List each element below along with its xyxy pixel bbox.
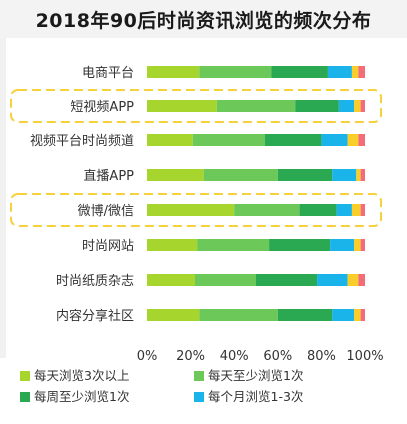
bar-row	[147, 100, 365, 112]
bar-row	[147, 66, 365, 78]
bar-segment	[199, 309, 278, 321]
x-tick-label: 60%	[263, 349, 292, 364]
bar-segment	[354, 239, 361, 251]
bar-segment	[336, 204, 352, 216]
bar-segment	[351, 66, 359, 78]
highlight-box	[10, 89, 382, 123]
legend-swatch	[194, 371, 204, 381]
highlight-box	[10, 193, 382, 227]
bar-segment	[271, 66, 328, 78]
category-label: 短视频APP	[70, 100, 134, 115]
bar-segment	[360, 169, 365, 181]
bar-segment	[360, 204, 365, 216]
legend-swatch	[20, 392, 30, 402]
bar-row	[147, 274, 365, 286]
category-label: 电商平台	[82, 66, 134, 81]
bar-segment	[360, 100, 365, 112]
x-tick-label: 40%	[220, 349, 249, 364]
bar-row	[147, 134, 365, 146]
highlight-boxes	[10, 89, 382, 227]
category-label: 内容分享社区	[56, 308, 134, 324]
bar-segment	[347, 274, 359, 286]
bar-segment	[360, 239, 365, 251]
bar-segment	[147, 169, 204, 181]
x-tick-label: 80%	[307, 349, 336, 364]
bar-segment	[321, 134, 348, 146]
bar-segment	[299, 204, 337, 216]
bar-segment	[354, 100, 361, 112]
bar-segment	[277, 309, 333, 321]
x-tick-label: 20%	[176, 349, 205, 364]
bar-segment	[147, 309, 200, 321]
bar-segment	[269, 239, 331, 251]
legend-label: 每天浏览3次以上	[34, 368, 129, 383]
bar-segment	[203, 169, 278, 181]
bar-segment	[354, 309, 361, 321]
bar-segment	[147, 204, 235, 216]
category-label: 微博/微信	[78, 204, 134, 219]
legend-label: 每个月浏览1-3次	[208, 389, 303, 404]
left-decor-strip	[0, 38, 6, 358]
bar-segment	[194, 274, 256, 286]
bar-segment	[192, 134, 265, 146]
x-axis-ticks: 0% 20% 40% 60% 80% 100%	[137, 349, 384, 364]
bar-row	[147, 169, 365, 181]
bar-row	[147, 239, 365, 251]
bar-segment	[347, 134, 359, 146]
bar-segment	[147, 100, 217, 112]
bar-segment	[234, 204, 300, 216]
bar-segment	[147, 239, 198, 251]
bar-segment	[358, 66, 365, 78]
bar-segment	[351, 204, 361, 216]
title-bar	[0, 0, 407, 38]
bar-segment	[197, 239, 270, 251]
bar-segment	[256, 274, 318, 286]
category-label: 时尚纸质杂志	[56, 274, 134, 289]
bar-segment	[358, 134, 365, 146]
legend-label: 每周至少浏览1次	[34, 389, 129, 404]
bar-groups	[147, 66, 365, 321]
bar-segment	[327, 66, 352, 78]
x-tick-label: 100%	[346, 349, 383, 364]
bar-segment	[358, 274, 365, 286]
bar-segment	[264, 134, 322, 146]
bar-segment	[330, 239, 355, 251]
bar-segment	[295, 100, 339, 112]
bar-segment	[147, 274, 195, 286]
chart-title: 2018年90后时尚资讯浏览的频次分布	[35, 10, 372, 32]
category-label: 视频平台时尚频道	[30, 134, 134, 149]
bar-segment	[356, 169, 361, 181]
legend-swatch	[20, 371, 30, 381]
legend-swatch	[194, 392, 204, 402]
bar-segment	[360, 309, 365, 321]
bar-segment	[277, 169, 333, 181]
bar-segment	[199, 66, 272, 78]
bar-segment	[338, 100, 355, 112]
bar-segment	[147, 134, 193, 146]
bar-row	[147, 204, 365, 216]
bar-row	[147, 309, 365, 321]
legend-label: 每天至少浏览1次	[208, 368, 303, 383]
category-label: 直播APP	[83, 169, 134, 184]
bar-segment	[317, 274, 348, 286]
bar-segment	[147, 66, 200, 78]
bar-segment	[216, 100, 296, 112]
category-label: 时尚网站	[82, 239, 134, 254]
x-tick-label: 0%	[137, 349, 158, 364]
bar-segment	[332, 309, 355, 321]
bar-segment	[332, 169, 357, 181]
